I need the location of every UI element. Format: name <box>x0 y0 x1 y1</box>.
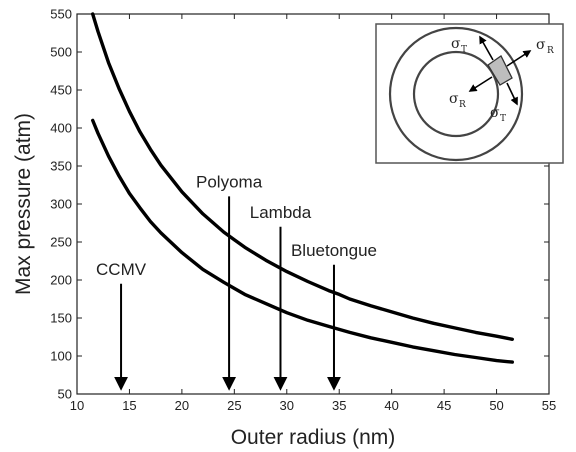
tangential-stress-arrow-up <box>479 35 494 61</box>
inset-sigma-subscript: R <box>459 100 466 110</box>
inset-sigma-subscript: R <box>547 46 554 56</box>
data-series <box>91 12 514 364</box>
y-tick-label: 500 <box>50 45 72 60</box>
y-axis-ticks: 50 100 150 200 250 300 350 400 450 500 550 <box>50 7 549 402</box>
shell-element-patch <box>487 55 513 86</box>
x-tick-label: 50 <box>489 398 503 413</box>
tangential-stress-arrow-down <box>506 82 518 106</box>
y-tick-label: 450 <box>50 83 72 98</box>
x-tick-label: 25 <box>227 398 241 413</box>
x-tick-label: 45 <box>437 398 451 413</box>
x-tick-label: 40 <box>384 398 398 413</box>
y-tick-label: 50 <box>58 387 72 402</box>
x-tick-label: 35 <box>332 398 346 413</box>
y-tick-label: 100 <box>50 349 72 364</box>
x-tick-label: 15 <box>122 398 136 413</box>
x-axis-ticks: 10 15 20 25 30 35 40 45 50 55 <box>70 14 556 413</box>
annotations: CCMV Polyoma Lambda Bluetongue <box>96 172 377 391</box>
inset-sigma-label: σ <box>449 91 459 107</box>
y-tick-label: 550 <box>50 7 72 22</box>
y-tick-label: 350 <box>50 159 72 174</box>
y-tick-label: 400 <box>50 121 72 136</box>
inset-sigma-subscript: T <box>500 114 506 124</box>
y-axis-label: Max pressure (atm) <box>12 113 35 295</box>
inset-sigma-label: σ <box>536 37 546 53</box>
y-tick-label: 200 <box>50 273 72 288</box>
radial-stress-arrow-out <box>506 50 532 67</box>
annotation-label: Lambda <box>250 203 312 222</box>
x-tick-label: 20 <box>175 398 189 413</box>
outer-shell-circle <box>388 26 524 162</box>
inner-shell-circle <box>412 50 500 138</box>
inset-sigma-subscript: T <box>461 45 467 55</box>
y-tick-label: 150 <box>50 311 72 326</box>
y-tick-label: 250 <box>50 235 72 250</box>
inset-sigma-label: σ <box>451 36 461 52</box>
x-tick-label: 55 <box>542 398 556 413</box>
inset-frame <box>375 23 564 164</box>
annotation-label: Bluetongue <box>291 241 377 260</box>
inset-sigma-label: σ <box>490 105 500 121</box>
series-line-1 <box>91 12 514 341</box>
x-tick-label: 10 <box>70 398 84 413</box>
y-tick-label: 300 <box>50 197 72 212</box>
series-line-2 <box>91 118 514 364</box>
x-axis-label: Outer radius (nm) <box>231 426 396 449</box>
x-tick-label: 30 <box>280 398 294 413</box>
annotation-label: Polyoma <box>196 172 263 191</box>
radial-stress-arrow-in <box>468 76 493 92</box>
annotation-label: CCMV <box>96 260 147 279</box>
